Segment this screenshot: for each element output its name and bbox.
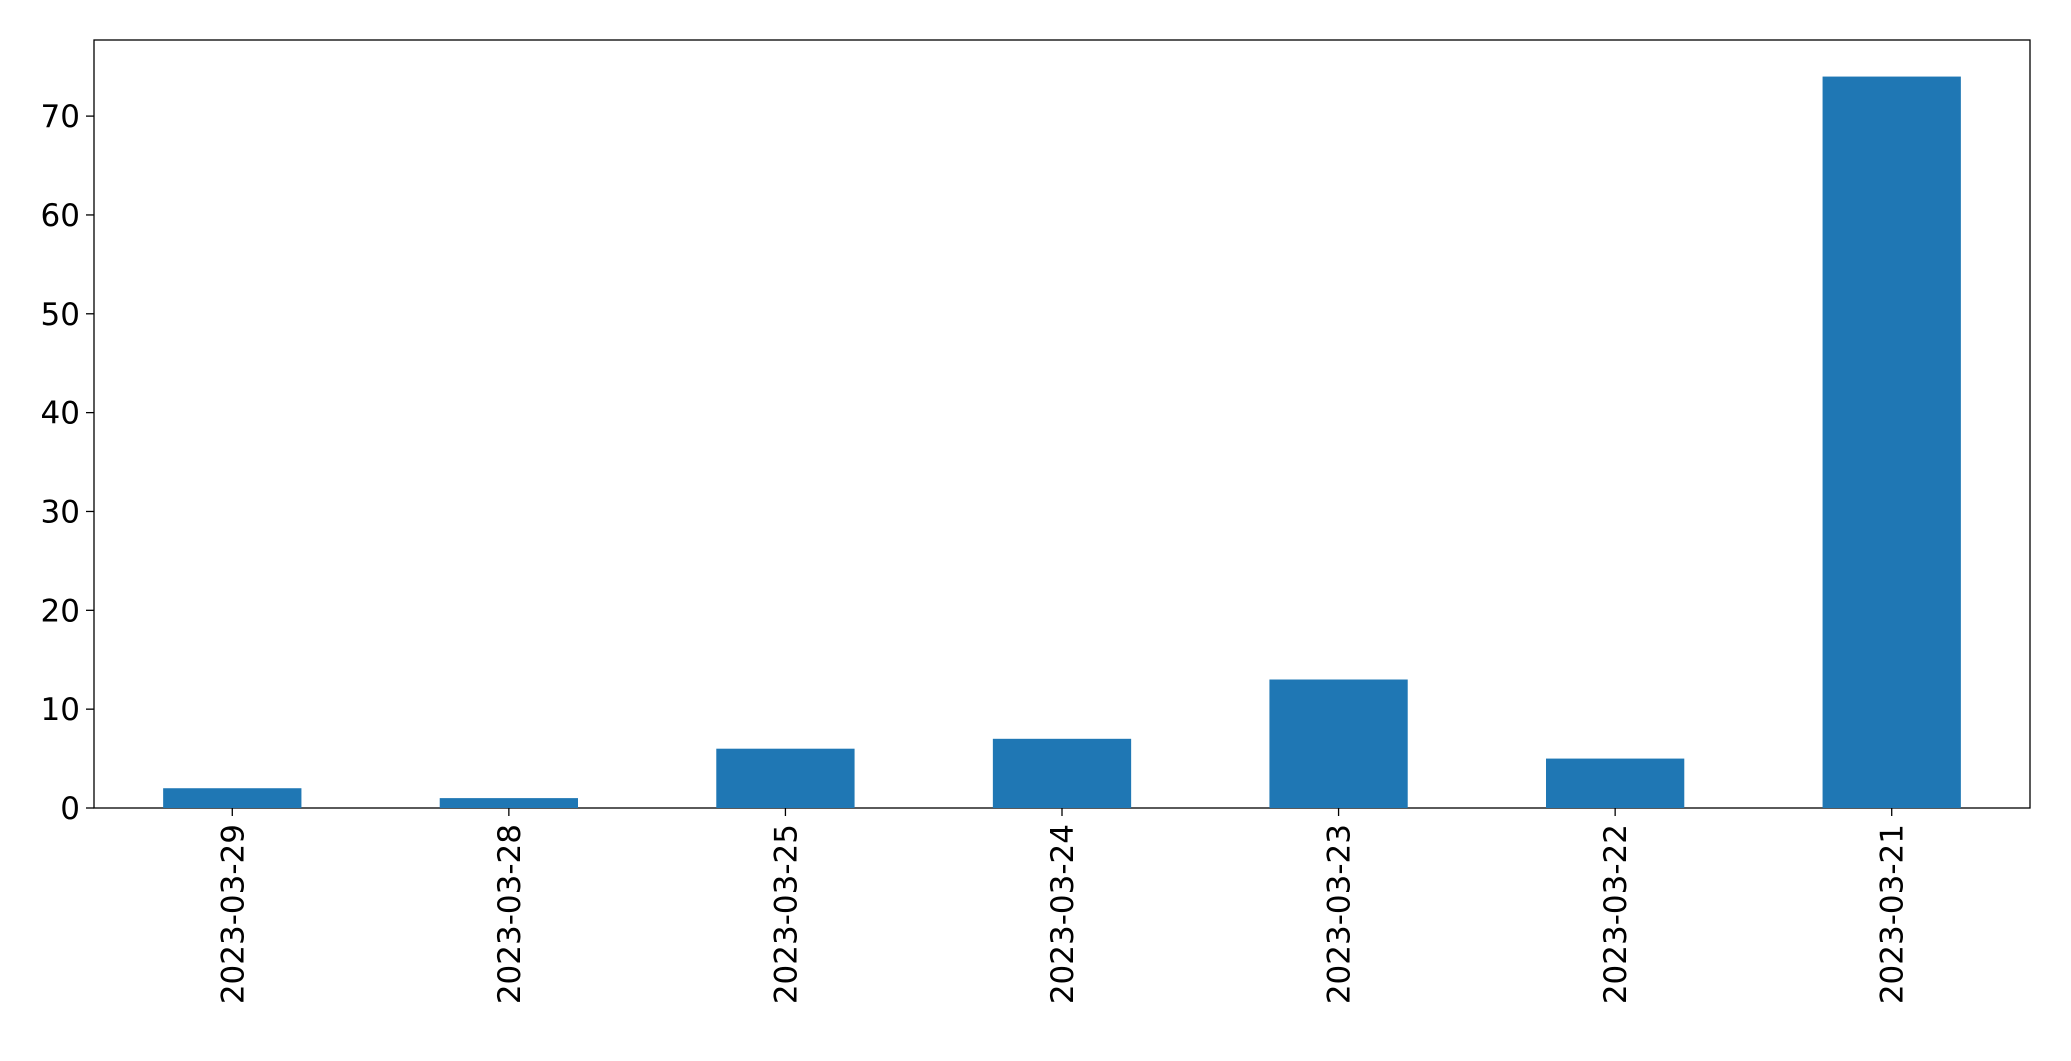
y-tick-label: 60	[41, 198, 80, 234]
bar	[1546, 758, 1685, 808]
y-tick-label: 10	[41, 692, 80, 728]
bar	[439, 798, 578, 808]
bar	[992, 738, 1132, 808]
x-tick-label: 2023-03-21	[1875, 824, 1911, 1004]
plot-frame	[93, 39, 2031, 809]
y-tick-label: 20	[41, 593, 80, 629]
x-tick-label: 2023-03-25	[768, 824, 804, 1004]
bar	[163, 788, 302, 808]
bar	[1269, 679, 1408, 808]
y-tick-label: 0	[60, 791, 80, 827]
bar	[716, 748, 855, 808]
y-tick-label: 50	[41, 297, 80, 333]
x-tick-label: 2023-03-29	[215, 824, 251, 1004]
y-tick-label: 30	[41, 494, 80, 530]
x-tick-label: 2023-03-22	[1598, 824, 1634, 1004]
x-tick-label: 2023-03-28	[492, 824, 528, 1004]
bar	[1822, 76, 1961, 809]
x-tick-label: 2023-03-23	[1322, 824, 1358, 1004]
x-tick-label: 2023-03-24	[1045, 824, 1081, 1004]
y-tick-label: 70	[41, 99, 80, 135]
y-tick-label: 40	[41, 396, 80, 432]
